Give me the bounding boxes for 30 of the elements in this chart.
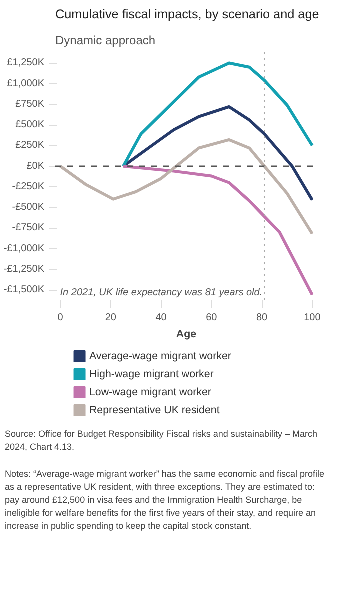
chart-title: Cumulative fiscal impacts, by scenario and age bbox=[56, 8, 320, 22]
y-tick-label: £250K bbox=[16, 140, 45, 152]
y-tick-label: £0K bbox=[26, 160, 45, 172]
text: Notes: “Average-wage migrant worker” has the same economic and fiscal profile as a representative UK resident, with three exceptions. They are estimated to: pay around £12,500 in visa fees and the Immigration Health Surcharge, be ineligible for welfare benefits for the first five years of their stay, and require an increase in public spending to keep the capital stock constant. bbox=[5, 468, 326, 534]
line-series bbox=[59, 138, 314, 236]
legend-label: Representative UK resident bbox=[89, 404, 220, 416]
y-tick-label: -£1,000K bbox=[4, 243, 45, 254]
y-tick-label: -£750K bbox=[12, 222, 45, 234]
y-tick-label: £750K bbox=[16, 98, 45, 110]
x-axis-title: Age bbox=[176, 328, 197, 340]
x-tick-label: 80 bbox=[256, 312, 268, 324]
y-tick-label: £1,250K bbox=[7, 58, 45, 69]
legend-label: Average-wage migrant worker bbox=[89, 350, 232, 362]
x-tick-label: 20 bbox=[105, 312, 117, 324]
y-tick-label: £1,000K bbox=[7, 78, 45, 90]
y-tick-label: -£500K bbox=[12, 202, 45, 214]
line-series bbox=[122, 62, 314, 168]
x-tick-label: 0 bbox=[58, 312, 64, 324]
x-tick-label: 40 bbox=[156, 312, 168, 324]
ref-line-label: In 2021, UK life expectancy was 81 years old. bbox=[60, 288, 263, 298]
y-tick-label: -£1,500K bbox=[4, 284, 45, 296]
legend-label: High-wage migrant worker bbox=[89, 368, 214, 380]
chart-subtitle: Dynamic approach bbox=[56, 34, 156, 48]
y-tick-label: -£1,250K bbox=[4, 264, 45, 275]
y-tick-label: -£250K bbox=[12, 181, 45, 192]
x-tick-label: 100 bbox=[304, 312, 322, 324]
source-note: Source: Office for Budget Responsibility Fiscal risks and sustainability – March 2024, Chart 4.13. bbox=[5, 428, 318, 454]
legend-label: Low-wage migrant worker bbox=[89, 386, 212, 398]
y-tick-label: £500K bbox=[16, 120, 45, 131]
x-tick-label: 60 bbox=[206, 312, 218, 324]
